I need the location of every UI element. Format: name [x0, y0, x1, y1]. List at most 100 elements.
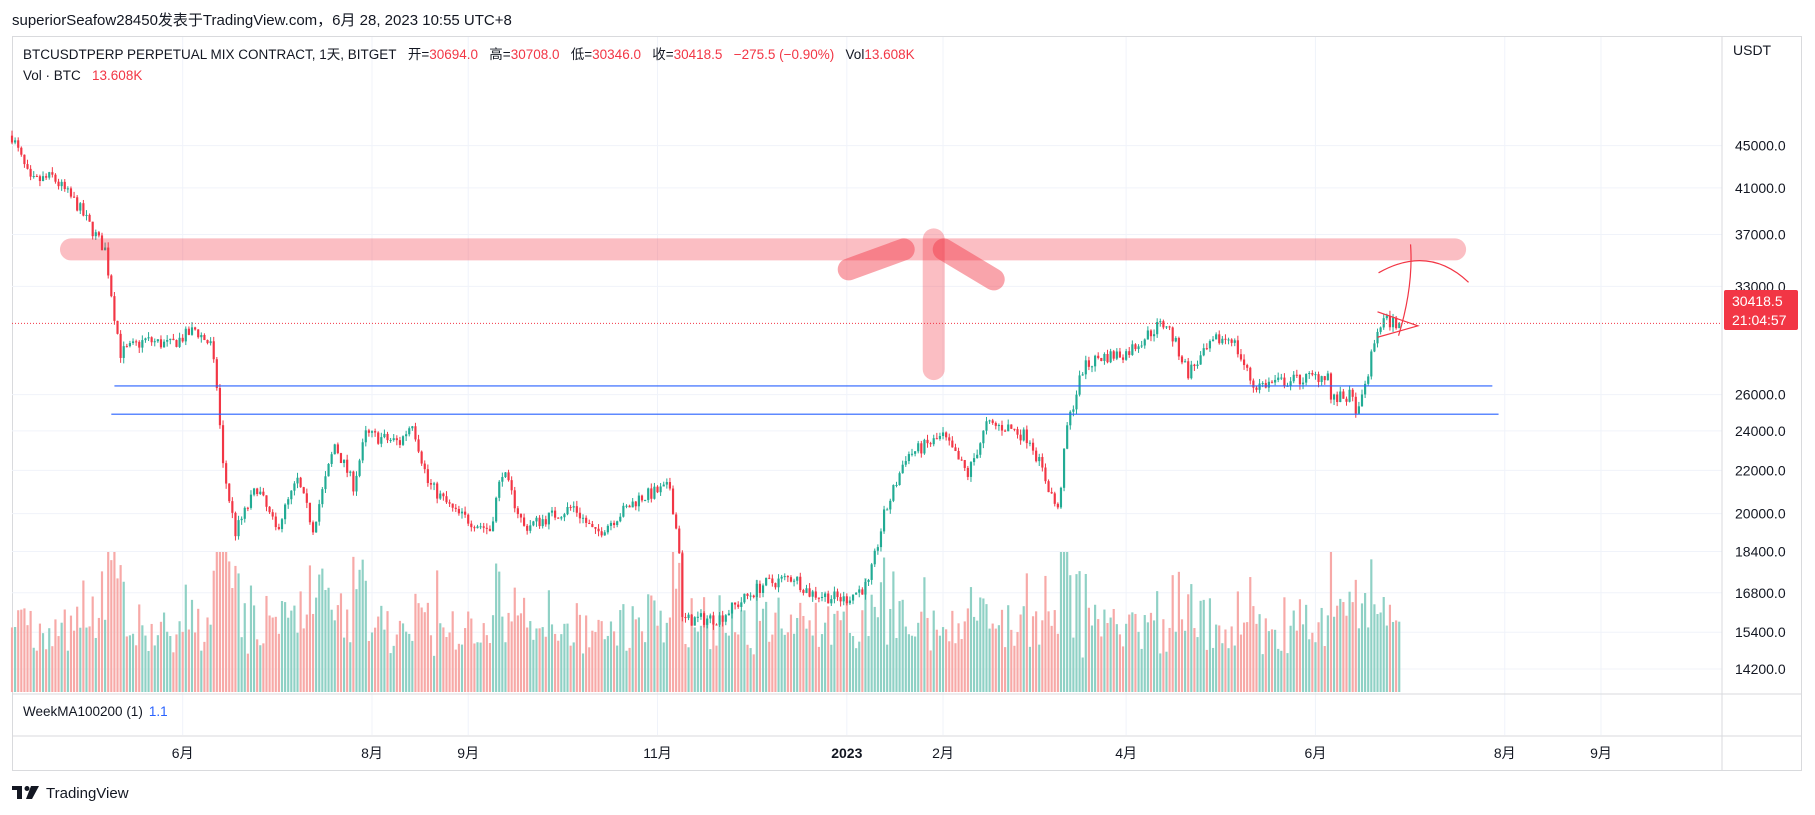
- candle-body: [566, 506, 569, 515]
- candle-body: [650, 488, 653, 499]
- brand-name: TradingView: [46, 785, 129, 802]
- candle-body: [1320, 376, 1323, 383]
- volume-bar: [445, 637, 448, 692]
- candle-body: [597, 528, 600, 532]
- candle-body: [451, 503, 454, 508]
- volume-bar: [464, 628, 467, 692]
- candle-body: [805, 588, 808, 593]
- volume-bar: [1038, 644, 1041, 692]
- volume-bar: [1177, 571, 1180, 692]
- volume-bar: [1308, 639, 1311, 692]
- volume-bar: [280, 600, 284, 692]
- volume-bar: [1351, 602, 1354, 692]
- symbol-title[interactable]: BTCUSDTPERP PERPETUAL MIX CONTRACT, 1天, …: [23, 47, 397, 62]
- candle-body: [1149, 330, 1153, 337]
- volume-bar: [57, 636, 60, 692]
- volume-bar: [805, 628, 808, 692]
- volume-bar: [358, 569, 361, 692]
- candle-body: [864, 581, 867, 595]
- candle-body: [588, 522, 591, 525]
- candle-body: [585, 517, 588, 523]
- candle-body: [513, 490, 516, 509]
- volume-bar: [678, 562, 681, 692]
- candle-body: [72, 196, 76, 198]
- volume-bar: [1339, 598, 1342, 692]
- volume-bar: [532, 639, 535, 692]
- volume-bar: [972, 616, 976, 692]
- volume-bar: [411, 640, 414, 692]
- candle-body: [249, 494, 253, 508]
- volume-bar: [119, 565, 122, 692]
- volume-bar: [1202, 599, 1205, 692]
- candlesticks: [10, 130, 1401, 630]
- candle-body: [824, 593, 827, 597]
- volume-bar: [594, 631, 597, 692]
- candle-body: [100, 235, 104, 251]
- candle-body: [603, 532, 606, 536]
- price-tick-label: 18400.0: [1735, 543, 1786, 559]
- candle-body: [1379, 327, 1382, 332]
- volume-bar: [842, 611, 845, 692]
- low-value: 30346.0: [592, 47, 641, 62]
- indicator-name[interactable]: WeekMA100200 (1): [23, 704, 143, 719]
- candle-body: [367, 430, 370, 433]
- candle-body: [1053, 493, 1056, 504]
- candle-body: [743, 593, 746, 603]
- candle-body: [476, 526, 479, 529]
- volume-bar: [662, 642, 665, 692]
- candle-body: [380, 437, 383, 444]
- candle-body: [1311, 373, 1314, 375]
- candle-body: [1295, 374, 1298, 376]
- candle-body: [252, 488, 256, 495]
- volume-bar: [1320, 607, 1323, 692]
- volume-bar: [14, 627, 17, 692]
- volume-bar: [845, 601, 848, 692]
- candle-body: [479, 526, 482, 528]
- volume-bar: [752, 654, 755, 692]
- volume-bar: [1184, 630, 1187, 692]
- volume-bars: [10, 552, 1401, 692]
- candle-body: [482, 526, 485, 528]
- time-tick-label: 8月: [361, 745, 383, 761]
- volume-bar: [1053, 610, 1056, 692]
- candle-body: [10, 135, 14, 143]
- volume-bar: [836, 610, 839, 692]
- candle-body: [1376, 331, 1379, 344]
- volume-bar: [634, 619, 637, 692]
- volume-bar: [923, 577, 926, 692]
- volume-bar: [110, 560, 113, 692]
- price-axis[interactable]: 45000.041000.037000.033000.026000.024000…: [1735, 138, 1786, 677]
- volume-bar: [538, 628, 541, 692]
- candle-body: [619, 516, 622, 522]
- candle-body: [190, 327, 194, 335]
- candle-body: [243, 507, 246, 519]
- indicator-value: 1.1: [148, 704, 168, 719]
- volume-bar: [45, 649, 48, 692]
- volume-bar: [882, 557, 886, 692]
- volume-bar: [252, 605, 256, 692]
- volume-bar: [640, 631, 644, 692]
- volume-bar: [491, 615, 495, 692]
- volume-bar: [1050, 625, 1053, 692]
- candle-body: [1031, 442, 1035, 451]
- volume-indicator-label[interactable]: Vol · BTC: [23, 68, 81, 83]
- candle-body: [668, 482, 672, 489]
- candle-body: [495, 497, 498, 522]
- time-axis[interactable]: 6月 8月 9月 11月 2023 2月 4月 6月 8月 9月: [172, 745, 1612, 761]
- candle-body: [1081, 374, 1084, 376]
- volume-bar: [1056, 633, 1059, 692]
- volume-bar: [113, 552, 116, 692]
- volume-bar: [256, 639, 259, 692]
- candle-body: [1125, 351, 1128, 360]
- candle-body: [684, 616, 687, 619]
- volume-bar: [879, 582, 883, 692]
- candle-body: [858, 589, 861, 593]
- time-tick-label: 9月: [1590, 745, 1612, 761]
- volume-bar: [814, 602, 817, 692]
- volume-bar: [712, 618, 715, 692]
- volume-bar: [429, 635, 433, 692]
- candle-body: [383, 433, 386, 438]
- volume-bar: [414, 593, 417, 692]
- volume-bar: [901, 599, 904, 692]
